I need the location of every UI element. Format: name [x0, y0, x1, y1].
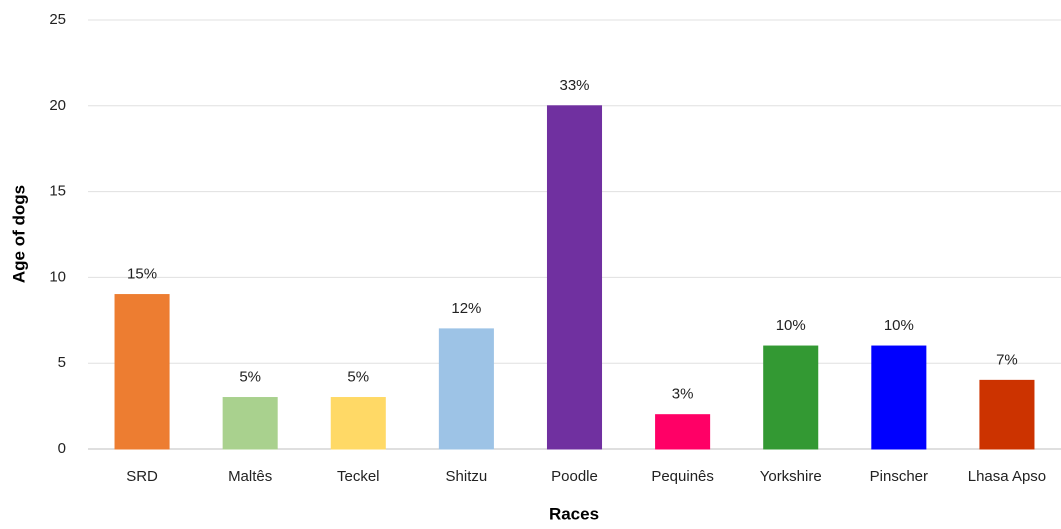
- x-tick-label: Poodle: [551, 468, 598, 485]
- bar-label: 5%: [347, 368, 369, 385]
- bar: [438, 328, 494, 450]
- bar: [222, 397, 278, 450]
- x-tick-label: Pequinês: [651, 468, 714, 485]
- x-tick-label: SRD: [126, 468, 158, 485]
- bar: [655, 414, 711, 450]
- bar: [871, 345, 927, 450]
- x-tick-label: Yorkshire: [760, 468, 822, 485]
- y-tick-label: 20: [49, 97, 66, 114]
- bar-label: 12%: [451, 300, 481, 317]
- y-axis-title: Age of dogs: [9, 185, 28, 283]
- bar: [330, 397, 386, 450]
- y-tick-label: 5: [58, 354, 66, 371]
- bar-label: 3%: [672, 386, 694, 403]
- bar: [979, 379, 1035, 450]
- bar-label: 15%: [127, 266, 157, 283]
- bar-label: 7%: [996, 351, 1018, 368]
- x-axis-title: Races: [549, 504, 599, 523]
- x-tick-label: Shitzu: [446, 468, 488, 485]
- bar-label: 10%: [776, 317, 806, 334]
- x-tick-label: Maltês: [228, 468, 272, 485]
- y-tick-label: 15: [49, 183, 66, 200]
- bar-label: 33%: [559, 77, 589, 94]
- x-tick-label: Lhasa Apso: [968, 468, 1046, 485]
- y-tick-label: 10: [49, 268, 66, 285]
- bar: [546, 105, 603, 450]
- bar-label: 5%: [239, 368, 261, 385]
- y-tick-label: 0: [58, 440, 66, 457]
- bar-label: 10%: [884, 317, 914, 334]
- bar: [114, 294, 170, 450]
- y-tick-label: 25: [49, 11, 66, 28]
- x-tick-label: Pinscher: [870, 468, 928, 485]
- x-tick-label: Teckel: [337, 468, 380, 485]
- bar: [763, 345, 819, 450]
